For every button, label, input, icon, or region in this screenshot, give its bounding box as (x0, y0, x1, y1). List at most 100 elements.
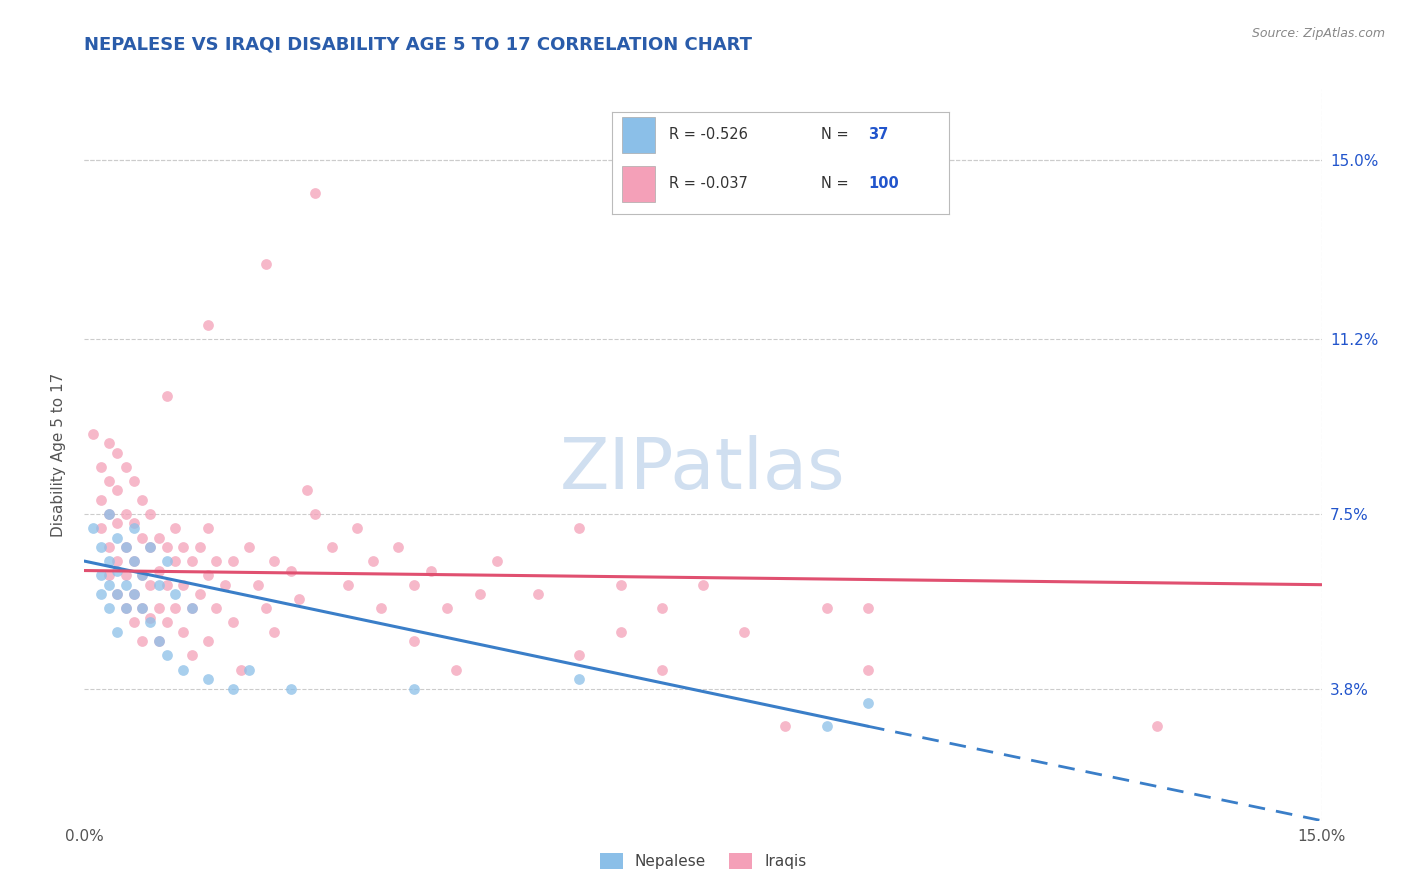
Point (304, 186, 326, 200)
Point (568, 521, 591, 535)
Point (148, 634, 170, 648)
Point (180, 601, 202, 615)
Text: N =: N = (821, 127, 853, 142)
Point (180, 554, 202, 568)
Point (98, 601, 121, 615)
Point (90, 492, 112, 507)
Point (280, 681, 302, 696)
Point (180, 601, 202, 615)
Point (148, 531, 170, 545)
Point (733, 624, 755, 639)
Point (856, 663, 879, 677)
Text: R = -0.526: R = -0.526 (669, 127, 748, 142)
Point (156, 389, 179, 403)
Point (90, 587, 112, 601)
Point (197, 672, 219, 686)
Point (288, 591, 311, 606)
Point (172, 540, 194, 554)
Point (346, 521, 368, 535)
Point (105, 587, 128, 601)
Point (131, 568, 153, 582)
Point (815, 719, 838, 733)
Point (105, 445, 128, 459)
Point (156, 648, 179, 663)
Point (651, 663, 673, 677)
Text: Source: ZipAtlas.com: Source: ZipAtlas.com (1251, 27, 1385, 40)
Point (165, 521, 187, 535)
Point (105, 516, 128, 531)
Legend: Nepalese, Iraqis: Nepalese, Iraqis (593, 847, 813, 875)
Point (114, 601, 136, 615)
Point (485, 554, 508, 568)
Point (114, 601, 136, 615)
Point (148, 634, 170, 648)
Point (122, 587, 145, 601)
Point (114, 540, 136, 554)
Point (122, 474, 145, 488)
Point (114, 459, 136, 474)
Point (114, 577, 136, 591)
Point (263, 554, 285, 568)
Point (98, 554, 121, 568)
Point (131, 531, 153, 545)
Point (156, 540, 179, 554)
Point (337, 577, 360, 591)
Point (238, 540, 260, 554)
Point (98, 507, 121, 521)
Point (122, 554, 145, 568)
Point (222, 615, 245, 630)
Point (404, 634, 426, 648)
Point (165, 587, 187, 601)
Point (172, 624, 194, 639)
Point (156, 577, 179, 591)
Point (387, 540, 409, 554)
Point (105, 483, 128, 498)
Bar (621, 117, 655, 153)
Text: ZIPatlas: ZIPatlas (560, 435, 846, 504)
Point (609, 624, 631, 639)
Point (122, 587, 145, 601)
Point (122, 615, 145, 630)
Point (98, 507, 121, 521)
Point (82, 521, 104, 535)
Text: 100: 100 (868, 177, 898, 191)
Point (122, 516, 145, 531)
Point (609, 577, 631, 591)
Point (361, 554, 384, 568)
Point (82, 426, 104, 441)
Text: N =: N = (821, 177, 853, 191)
Point (1146, 719, 1168, 733)
Point (568, 672, 591, 686)
Point (229, 663, 252, 677)
Point (197, 318, 219, 333)
Point (98, 577, 121, 591)
Point (222, 681, 245, 696)
Point (90, 521, 112, 535)
Point (131, 568, 153, 582)
Point (527, 587, 550, 601)
Point (280, 564, 302, 578)
Point (436, 601, 458, 615)
Point (139, 540, 162, 554)
Point (254, 601, 277, 615)
Point (254, 257, 277, 271)
Point (98, 540, 121, 554)
Point (205, 554, 228, 568)
Point (90, 568, 112, 582)
Point (122, 521, 145, 535)
Point (419, 564, 441, 578)
Text: NEPALESE VS IRAQI DISABILITY AGE 5 TO 17 CORRELATION CHART: NEPALESE VS IRAQI DISABILITY AGE 5 TO 17… (84, 36, 752, 54)
Point (122, 554, 145, 568)
Point (444, 663, 467, 677)
Point (139, 615, 162, 630)
Point (172, 577, 194, 591)
Point (148, 601, 170, 615)
Point (105, 587, 128, 601)
Point (105, 554, 128, 568)
Point (568, 648, 591, 663)
Point (404, 577, 426, 591)
Point (214, 577, 236, 591)
Bar (621, 166, 655, 202)
Point (156, 615, 179, 630)
Point (90, 459, 112, 474)
